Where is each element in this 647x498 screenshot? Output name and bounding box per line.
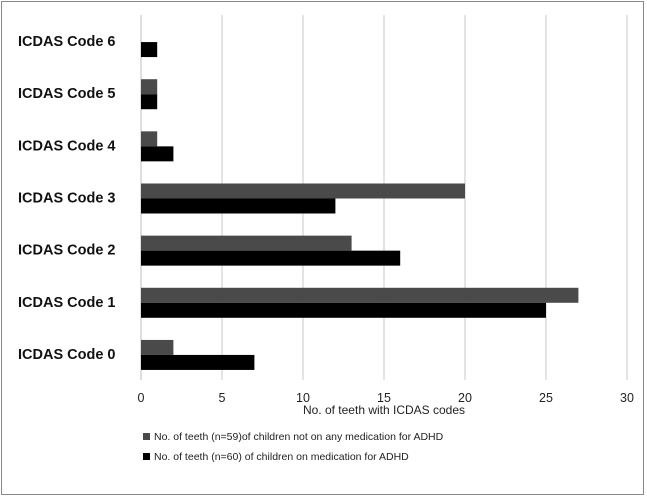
bar-on-medication-4: [141, 250, 401, 266]
bars: [141, 42, 579, 370]
bar-on-medication-1: [141, 94, 158, 110]
category-label: ICDAS Code 2: [18, 243, 116, 259]
category-label: ICDAS Code 4: [18, 138, 116, 154]
bar-on-medication-3: [141, 198, 336, 214]
bar-on-medication-2: [141, 146, 174, 162]
bar-not-on-medication-4: [141, 235, 352, 251]
bar-not-on-medication-3: [141, 183, 465, 199]
x-tick-labels: 0 5 10 15 20 25 30: [138, 391, 634, 405]
x-tick-label: 15: [377, 391, 391, 405]
bar-not-on-medication-6: [141, 339, 174, 355]
category-label: ICDAS Code 6: [18, 34, 116, 50]
x-tick-label: 30: [620, 391, 634, 405]
bar-not-on-medication-1: [141, 79, 158, 95]
category-labels: ICDAS Code 6 ICDAS Code 5 ICDAS Code 4 ICDA…: [18, 34, 116, 363]
category-label: ICDAS Code 5: [18, 86, 116, 102]
category-label: ICDAS Code 3: [18, 191, 116, 207]
bar-not-on-medication-2: [141, 131, 158, 147]
category-label: ICDAS Code 1: [18, 295, 116, 311]
bar-on-medication-0: [141, 42, 158, 58]
legend-label: No. of teeth (n=59)of children not on an…: [154, 431, 444, 443]
x-tick-label: 5: [219, 391, 226, 405]
legend: No. of teeth (n=59)of children not on an…: [143, 431, 444, 463]
x-axis-title: No. of teeth with ICDAS codes: [303, 403, 465, 417]
x-tick-label: 10: [296, 391, 310, 405]
x-tick-label: 0: [138, 391, 145, 405]
legend-swatch: [143, 433, 150, 440]
bar-not-on-medication-5: [141, 287, 579, 303]
legend-label: No. of teeth (n=60) of children on medic…: [154, 451, 409, 463]
x-tick-label: 20: [458, 391, 472, 405]
legend-swatch: [143, 453, 150, 460]
x-tick-label: 25: [539, 391, 553, 405]
bar-on-medication-6: [141, 354, 255, 370]
category-label: ICDAS Code 0: [18, 347, 116, 363]
bar-on-medication-5: [141, 302, 546, 318]
